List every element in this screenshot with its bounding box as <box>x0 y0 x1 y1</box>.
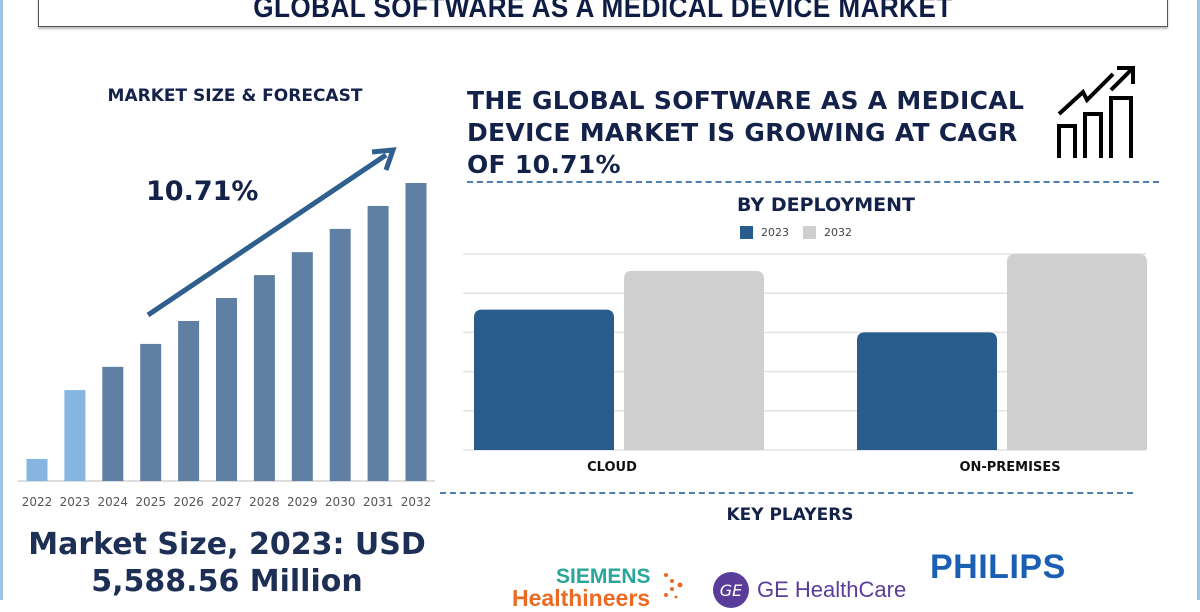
philips-logo: PHILIPS <box>930 548 1066 586</box>
year-label-2025: 2025 <box>135 495 166 509</box>
title-banner: GLOBAL SOFTWARE AS A MEDICAL DEVICE MARK… <box>38 0 1168 27</box>
legend-swatch <box>740 226 753 239</box>
category-label-cloud: CLOUD <box>587 460 637 475</box>
year-label-2028: 2028 <box>249 495 280 509</box>
market-forecast-chart: 2022 2023 2024 2025 2026 2027 2028 2029 2030 2031… <box>18 147 435 509</box>
legend-label: 2032 <box>824 226 852 239</box>
cagr-annotation: 10.71% <box>146 176 259 207</box>
bar-2025 <box>140 343 162 481</box>
bar-2024 <box>102 366 124 481</box>
year-label-2031: 2031 <box>363 495 394 509</box>
bar-2029 <box>291 252 313 481</box>
legend-item-2023: 2023 <box>740 226 789 239</box>
growth-arrow-head <box>371 147 397 171</box>
year-label-2024: 2024 <box>98 495 129 509</box>
year-label-2029: 2029 <box>287 495 318 509</box>
legend: 2023 2032 <box>740 226 852 239</box>
divider <box>467 181 1159 183</box>
legend-item-2032: 2032 <box>803 226 852 239</box>
year-label-2030: 2030 <box>325 495 356 509</box>
bar-on-premises-2023 <box>857 332 997 450</box>
ge-healthcare-logo: GE GE HealthCare <box>713 572 906 608</box>
left-border <box>0 0 3 600</box>
year-label-2032: 2032 <box>401 495 432 509</box>
year-label-2026: 2026 <box>173 495 204 509</box>
year-label-2023: 2023 <box>60 495 91 509</box>
bar-2026 <box>178 320 200 481</box>
key-players-heading: KEY PLAYERS <box>726 505 854 525</box>
ge-monogram-icon: GE <box>713 572 749 608</box>
market-size-heading: MARKET SIZE & FORECAST <box>107 86 363 106</box>
deployment-chart <box>463 253 1147 451</box>
bar-2027 <box>216 298 237 481</box>
bar-2022 <box>26 458 48 481</box>
bar-2031 <box>367 205 389 482</box>
legend-swatch <box>803 226 816 239</box>
right-border <box>1197 0 1200 600</box>
growth-arrow <box>146 152 388 318</box>
bar-cloud-2023 <box>474 309 614 450</box>
year-label-2027: 2027 <box>211 495 242 509</box>
bar-cloud-2032 <box>624 270 764 450</box>
bar-2028 <box>253 275 275 481</box>
bar-chart-growth-arrow-icon <box>1057 66 1135 158</box>
market-size-line2: 5,588.56 Million <box>91 564 363 599</box>
bar-2030 <box>329 228 351 481</box>
bar-2023 <box>64 390 86 481</box>
legend-label: 2023 <box>761 226 789 239</box>
bar-2032 <box>405 183 427 481</box>
year-label-2022: 2022 <box>22 495 53 509</box>
divider <box>440 492 1133 494</box>
headline: THE GLOBAL SOFTWARE AS A MEDICAL DEVICE … <box>467 86 1025 179</box>
healthineers-dots-icon <box>664 573 683 599</box>
market-size-text: Market Size, 2023: USD 5,588.56 Million <box>10 526 444 600</box>
deployment-heading: BY DEPLOYMENT <box>737 194 915 216</box>
page-title: GLOBAL SOFTWARE AS A MEDICAL DEVICE MARK… <box>253 0 953 24</box>
bar-on-premises-2032 <box>1007 254 1147 450</box>
category-label-on-premises: ON-PREMISES <box>959 460 1061 475</box>
market-size-line1: Market Size, 2023: USD <box>28 527 426 562</box>
